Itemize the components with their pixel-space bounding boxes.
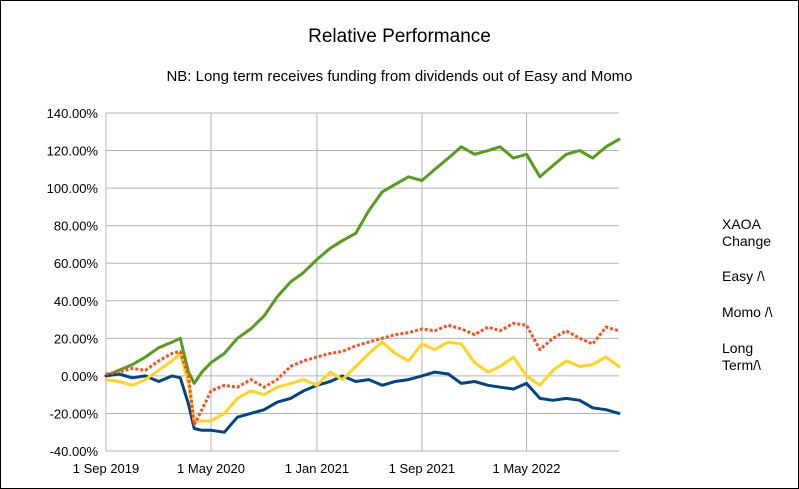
y-tick-label: 100.00% <box>47 181 99 196</box>
x-tick-label: 1 May 2022 <box>493 461 561 476</box>
chart-subtitle: NB: Long term receives funding from divi… <box>166 68 633 85</box>
series-line-2 <box>104 340 621 423</box>
legend-item-longterm: Long Term/\ <box>648 338 788 390</box>
y-tick-label: -20.00% <box>50 406 99 421</box>
legend: XAOA Change Easy /\ Momo /\ Long Term/\ <box>648 214 788 390</box>
series-lines <box>104 137 621 434</box>
y-tick-label: 60.00% <box>54 256 99 271</box>
y-tick-label: 120.00% <box>47 144 99 159</box>
grid-lines <box>105 112 619 452</box>
y-axis-tick-labels: 140.00% 120.00% 100.00% 80.00% 60.00% 40.00% 2… <box>47 106 99 459</box>
x-tick-label: 1 Sep 2019 <box>73 461 140 476</box>
y-tick-label: 80.00% <box>54 219 99 234</box>
x-tick-label: 1 Sep 2021 <box>389 461 456 476</box>
y-tick-label: 40.00% <box>54 294 99 309</box>
y-tick-label: 20.00% <box>54 331 99 346</box>
legend-label-xaoa: XAOA Change <box>722 216 772 249</box>
x-tick-label: 1 May 2020 <box>177 461 245 476</box>
y-tick-label: -40.00% <box>50 444 99 459</box>
series-line-1 <box>104 370 621 434</box>
legend-item-xaoa: XAOA Change <box>648 214 788 266</box>
legend-label-momo: Momo /\ <box>722 304 773 320</box>
series-line-3 <box>104 137 621 385</box>
y-tick-label: 0.00% <box>61 369 98 384</box>
legend-label-easy: Easy /\ <box>722 268 765 284</box>
x-axis-tick-labels: 1 Sep 2019 1 May 2020 1 Jan 2021 1 Sep 2021… <box>73 461 561 476</box>
y-tick-label: 140.00% <box>47 106 99 121</box>
x-tick-label: 1 Jan 2021 <box>285 461 349 476</box>
chart-title: Relative Performance <box>308 26 491 47</box>
legend-label-longterm: Long Term/\ <box>722 340 761 373</box>
legend-item-easy: Easy /\ <box>648 266 788 302</box>
legend-item-momo: Momo /\ <box>648 302 788 338</box>
series-line-0 <box>105 321 620 427</box>
